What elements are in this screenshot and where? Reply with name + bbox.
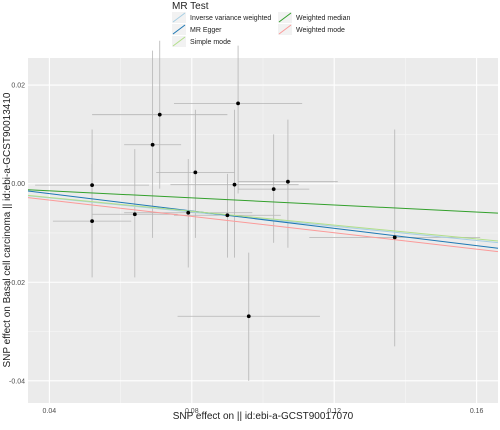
data-point xyxy=(225,213,230,218)
data-point xyxy=(150,142,155,147)
data-points xyxy=(90,101,397,319)
data-point xyxy=(271,187,276,192)
legend-entry: Simple mode xyxy=(172,36,231,47)
legend-entry: MR Egger xyxy=(172,24,222,35)
data-point xyxy=(90,183,94,188)
x-axis-label: SNP effect on || id:ebi-a-GCST90017070 xyxy=(173,411,354,422)
y-axis-label: SNP effect on Basal cell carcinoma || id… xyxy=(2,92,13,367)
data-point xyxy=(236,101,240,106)
legend-key-line xyxy=(172,36,186,47)
data-point xyxy=(286,179,290,184)
legend-entry: Weighted median xyxy=(278,12,350,23)
regression-line xyxy=(27,197,499,253)
regression-line xyxy=(27,189,499,214)
legend-label: Weighted mode xyxy=(296,27,345,34)
legend-label: Simple mode xyxy=(190,39,231,46)
data-point xyxy=(392,235,397,240)
y-tick-label: 0.00 xyxy=(11,181,25,188)
legend-label: Weighted median xyxy=(296,15,350,22)
tick-labels: 0.04 0.08 0.12 0.16 0.02 0.00 -0.02 -0.04 xyxy=(9,83,484,415)
grid-lines xyxy=(28,58,498,403)
regression-line xyxy=(27,190,499,249)
legend-label: MR Egger xyxy=(190,27,222,34)
legend-key-line xyxy=(278,12,292,23)
regression-line xyxy=(27,194,499,242)
data-point xyxy=(90,219,94,224)
y-tick-label: -0.04 xyxy=(9,378,25,385)
legend-key-line xyxy=(278,24,292,35)
legend-entry: Weighted mode xyxy=(278,24,345,35)
legend: MR Test Inverse variance weighted MR Egge… xyxy=(172,1,350,47)
x-tick-label: 0.16 xyxy=(470,408,484,415)
y-tick-label: 0.02 xyxy=(11,83,25,90)
x-tick-label: 0.04 xyxy=(43,408,57,415)
legend-label: Inverse variance weighted xyxy=(190,15,271,22)
data-point xyxy=(132,212,137,217)
data-point xyxy=(193,170,198,175)
data-point xyxy=(157,112,162,117)
legend-key-line xyxy=(172,12,186,23)
legend-key-line xyxy=(172,24,186,35)
data-point xyxy=(246,314,251,319)
data-point xyxy=(232,182,237,187)
error-bars xyxy=(35,40,481,381)
legend-entry: Inverse variance weighted xyxy=(172,12,271,23)
data-point xyxy=(186,210,191,215)
y-tick-label: -0.02 xyxy=(9,280,25,287)
legend-title: MR Test xyxy=(172,1,209,12)
x-tick-label: 0.08 xyxy=(185,408,199,415)
regression-lines xyxy=(27,189,499,253)
x-tick-label: 0.12 xyxy=(327,408,341,415)
